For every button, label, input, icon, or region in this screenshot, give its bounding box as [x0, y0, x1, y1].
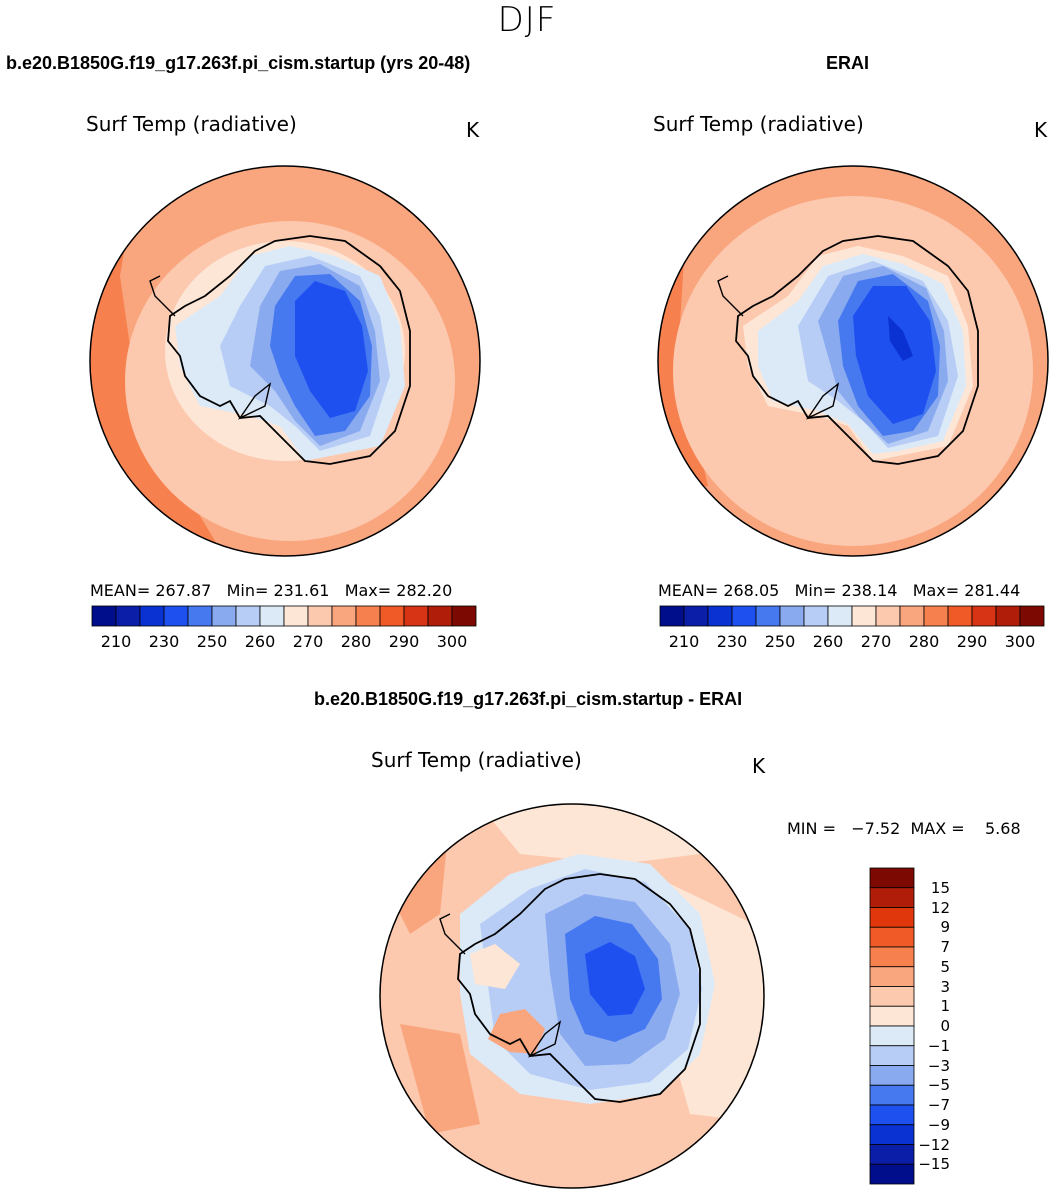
left-stats: MEAN= 267.87 Min= 231.61 Max= 282.20 [90, 581, 453, 600]
diff-colorbar [869, 867, 915, 1185]
colorbar-tick-label: −15 [918, 1155, 950, 1174]
colorbar-swatch [869, 1163, 915, 1185]
colorbar-tick-label: 290 [956, 632, 988, 651]
colorbar-swatch [971, 605, 997, 627]
colorbar-tick-label: 250 [764, 632, 796, 651]
colorbar-tick-label: 15 [930, 878, 950, 897]
colorbar-swatch [427, 605, 453, 627]
diff-variable-label: Surf Temp (radiative) [371, 748, 582, 772]
colorbar-swatch [163, 605, 189, 627]
colorbar-tick-label: 12 [930, 898, 950, 917]
colorbar-swatch [235, 605, 261, 627]
colorbar-tick-label: 270 [292, 632, 324, 651]
colorbar-swatch [379, 605, 405, 627]
colorbar-tick-label: −5 [927, 1076, 950, 1095]
colorbar-tick-label: 230 [148, 632, 180, 651]
colorbar-tick-label: 0 [940, 1017, 950, 1035]
colorbar-tick-label: 290 [388, 632, 420, 651]
colorbar-tick-label: 260 [812, 632, 844, 651]
left-polar-map [89, 165, 481, 557]
right-units-label: K [1034, 118, 1048, 142]
diff-units-label: K [752, 754, 766, 778]
colorbar-swatch [875, 605, 901, 627]
colorbar-swatch [803, 605, 829, 627]
colorbar-tick-label: 5 [940, 957, 950, 976]
left-variable-label: Surf Temp (radiative) [86, 112, 297, 136]
colorbar-swatch [923, 605, 949, 627]
season-title: DJF [497, 0, 557, 40]
colorbar-swatch [307, 605, 333, 627]
colorbar-swatch [851, 605, 877, 627]
colorbar-swatch [707, 605, 733, 627]
colorbar-swatch [683, 605, 709, 627]
colorbar-swatch [827, 605, 853, 627]
colorbar-tick-label: 9 [940, 918, 950, 937]
right-panel-title: ERAI [826, 53, 870, 73]
diff-stats: MIN = −7.52 MAX = 5.68 [787, 819, 1021, 838]
colorbar-swatch [115, 605, 141, 627]
colorbar-tick-label: 210 [100, 632, 132, 651]
colorbar-swatch [331, 605, 357, 627]
left-units-label: K [466, 118, 480, 142]
colorbar-tick-label: 280 [340, 632, 372, 651]
colorbar-swatch [995, 605, 1021, 627]
colorbar-swatch [899, 605, 925, 627]
colorbar-swatch [451, 605, 477, 627]
right-colorbar-ticks: 210 230 250 260 270 280 290 300 [660, 632, 1044, 652]
colorbar-tick-label: 300 [1004, 632, 1036, 651]
colorbar-tick-label: −1 [927, 1036, 950, 1055]
colorbar-tick-label: 1 [940, 997, 950, 1016]
colorbar-swatch [731, 605, 757, 627]
colorbar-swatch [91, 605, 117, 627]
colorbar-tick-label: 260 [244, 632, 276, 651]
colorbar-tick-label: −12 [918, 1135, 950, 1154]
colorbar-tick-label: 3 [940, 977, 950, 996]
left-colorbar [91, 605, 477, 627]
colorbar-tick-label: 280 [908, 632, 940, 651]
left-colorbar-ticks: 210 230 250 260 270 280 290 300 [92, 632, 476, 652]
right-polar-map [657, 165, 1049, 557]
colorbar-swatch [283, 605, 309, 627]
colorbar-tick-label: 270 [860, 632, 892, 651]
colorbar-tick-label: 7 [940, 938, 950, 956]
colorbar-swatch [355, 605, 381, 627]
diff-panel-title: b.e20.B1850G.f19_g17.263f.pi_cism.startu… [314, 689, 743, 709]
colorbar-swatch [139, 605, 165, 627]
difference-polar-map [379, 803, 765, 1189]
colorbar-tick-label: −7 [927, 1096, 950, 1114]
colorbar-tick-label: 230 [716, 632, 748, 651]
colorbar-tick-label: −3 [927, 1056, 950, 1075]
right-stats: MEAN= 268.05 Min= 238.14 Max= 281.44 [658, 581, 1021, 600]
colorbar-tick-label: −9 [927, 1115, 950, 1134]
colorbar-swatch [403, 605, 429, 627]
colorbar-tick-label: 210 [668, 632, 700, 651]
colorbar-swatch [947, 605, 973, 627]
colorbar-swatch [1019, 605, 1045, 627]
colorbar-tick-label: 250 [196, 632, 228, 651]
left-panel-title: b.e20.B1850G.f19_g17.263f.pi_cism.startu… [6, 53, 471, 73]
colorbar-swatch [211, 605, 237, 627]
right-colorbar [659, 605, 1045, 627]
colorbar-swatch [259, 605, 285, 627]
colorbar-swatch [659, 605, 685, 627]
colorbar-swatch [187, 605, 213, 627]
right-variable-label: Surf Temp (radiative) [653, 112, 864, 136]
colorbar-swatch [755, 605, 781, 627]
colorbar-swatch [779, 605, 805, 627]
diff-colorbar-ticks: 15 12 9 7 5 3 1 0 −1 −3 −5 −7 −9 −12 −15 [870, 868, 970, 1184]
colorbar-tick-label: 300 [436, 632, 468, 651]
